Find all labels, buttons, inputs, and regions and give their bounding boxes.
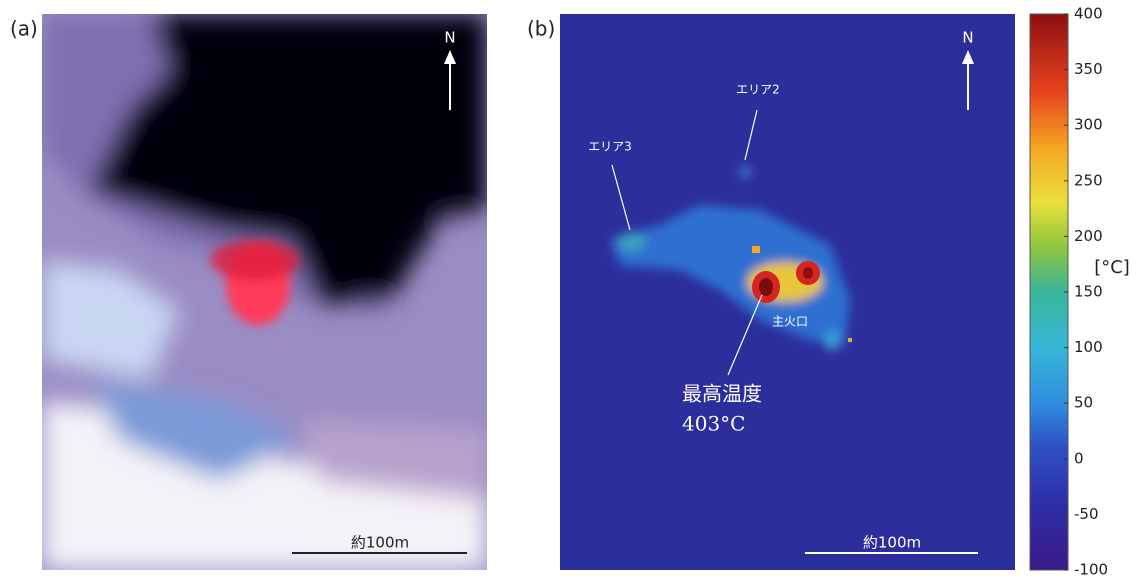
tick-label: 350 [1074,60,1103,78]
tick-label: 300 [1074,116,1103,134]
north-label: N [962,29,973,47]
panel-label: (b) [527,17,555,41]
tick-label: 50 [1074,394,1093,412]
max-temp-title: 最高温度 [682,382,762,406]
tick-label: 200 [1074,227,1103,245]
colorbar-ticks: 400 350 300 250 200 150 100 50 0 -50 -100 [1064,5,1108,579]
tick-label: 0 [1074,449,1084,467]
tick-label: -50 [1074,505,1099,523]
colorbar-unit: [°C] [1094,257,1130,278]
tick-label: 150 [1074,283,1103,301]
panel-label: (a) [10,17,38,41]
annotation: エリア3 [588,140,632,154]
tick-label: 250 [1074,171,1103,189]
figure: (a) N 約100m (b) N エリア2 エリア3 主火口 最高温度 403… [0,0,1142,580]
scale-label: 約100m [351,534,409,552]
max-temp-value: 403°C [682,412,745,436]
north-label: N [444,29,455,47]
colorbar [1030,14,1068,570]
thermal-image [560,14,1015,570]
scale-label: 約100m [863,534,921,552]
tick-label: 400 [1074,5,1103,23]
tick-label: -100 [1074,561,1108,579]
annotation: 主火口 [772,315,808,329]
visible-image [42,14,487,570]
tick-label: 100 [1074,338,1103,356]
annotation: エリア2 [736,83,780,97]
